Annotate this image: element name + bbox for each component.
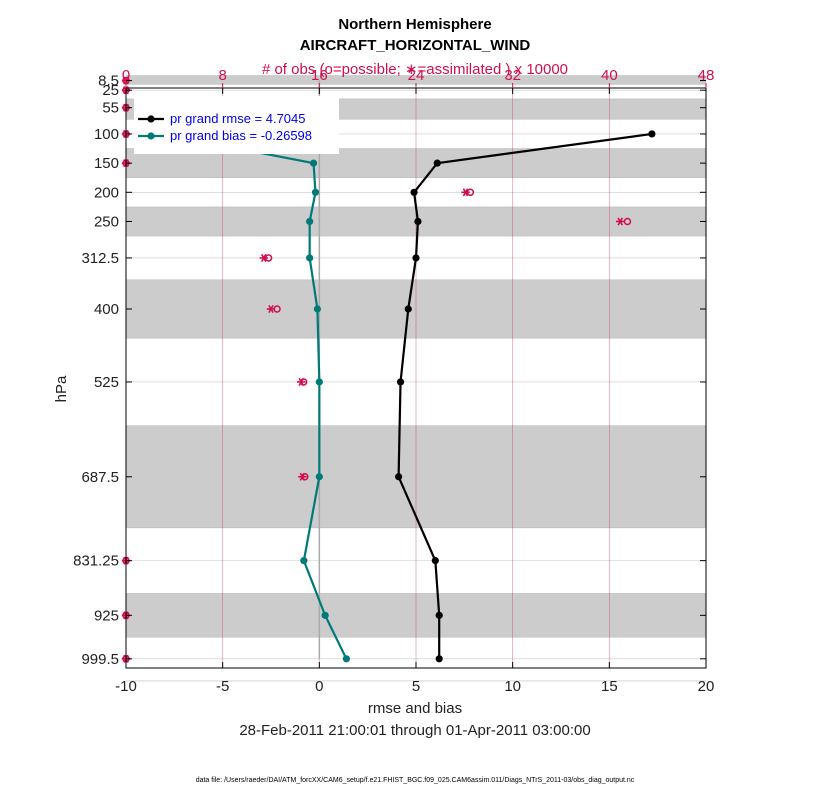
- series-0-point-6: [396, 378, 405, 386]
- series-1-point-1: [309, 159, 318, 167]
- shaded-band-0: [126, 75, 706, 85]
- top-tick-label-3: 24: [408, 67, 425, 84]
- y-tick-label-3: 100: [94, 126, 119, 143]
- y-tick-label-10: 687.5: [81, 469, 119, 486]
- axes: -10 -5 0 5 10 15 200 8 16 24 32 40 488.5255510015020…: [73, 67, 714, 695]
- y-tick-label-4: 150: [94, 155, 119, 172]
- obs-possible-7: [264, 254, 273, 262]
- series-0-point-7: [395, 473, 403, 481]
- top-tick-label-2: 16: [311, 67, 328, 84]
- top-tick-label-5: 40: [601, 67, 618, 84]
- x-tick-label-5: 15: [601, 678, 618, 695]
- series-0-point-2: [410, 188, 418, 196]
- legend: pr grand rmse = 4.7045 pr grand bias = -0…: [134, 96, 339, 154]
- legend-entry-0: pr grand rmse = 4.7045: [170, 111, 306, 126]
- top-axis-label: # of obs (o=possible; ∗=assimilated ) x …: [262, 61, 568, 78]
- legend-box: [134, 96, 339, 154]
- y-tick-label-2: 55: [102, 100, 119, 117]
- series-1-point-10: [342, 655, 350, 663]
- series-1-point-9: [321, 611, 329, 619]
- series-0-point-8: [431, 557, 439, 565]
- series-1-point-3: [306, 217, 314, 226]
- series-0-point-10: [435, 655, 443, 663]
- legend-entry-1: pr grand bias = -0.26598: [170, 128, 312, 143]
- y-tick-label-13: 999.5: [81, 651, 119, 668]
- obs-assimilated-7-stroke: [260, 253, 267, 262]
- series-1-point-6: [315, 378, 323, 386]
- series-1-point-2: [311, 188, 320, 196]
- date-range-label: 28-Feb-2011 21:00:01 through 01-Apr-2011…: [239, 722, 590, 739]
- series-0-point-3: [414, 217, 422, 226]
- chart-title-line2: AIRCRAFT_HORIZONTAL_WIND: [300, 37, 531, 54]
- obs-possible-5: [466, 188, 475, 197]
- x-axis-label: rmse and bias: [368, 700, 462, 717]
- chart-text: Northern Hemisphere AIRCRAFT_HORIZONTAL_…: [53, 16, 635, 784]
- obs-assimilated-8-stroke: [268, 304, 274, 314]
- legend-marker-1: [147, 132, 155, 140]
- top-tick-label-1: 8: [218, 67, 226, 84]
- y-tick-label-9: 525: [94, 374, 119, 391]
- y-axis-label: hPa: [53, 375, 70, 402]
- series-1-point-5: [313, 305, 321, 313]
- obs-assimilated-6: [616, 217, 625, 226]
- x-tick-label-4: 10: [504, 678, 521, 695]
- series-0-point-0: [648, 130, 656, 138]
- top-tick-label-4: 32: [504, 67, 521, 84]
- data-file-footer: data file: /Users/raeder/DAI/ATM_forcXX/…: [196, 777, 635, 784]
- y-tick-label-6: 250: [94, 213, 119, 230]
- x-tick-label-0: -10: [115, 678, 137, 695]
- obs-possible-10: [301, 473, 309, 481]
- obs-possible-9: [299, 378, 308, 386]
- y-tick-label-12: 925: [94, 607, 119, 624]
- obs-assimilated-5-stroke: [462, 188, 469, 197]
- series-1-point-8: [300, 557, 308, 565]
- x-tick-label-2: 0: [315, 678, 323, 695]
- series-0-point-4: [412, 254, 420, 262]
- y-tick-label-0: 8.5: [98, 73, 119, 90]
- x-tick-label-1: -5: [216, 678, 229, 695]
- obs-assimilated-5: [461, 188, 470, 197]
- y-tick-label-7: 312.5: [81, 250, 119, 267]
- grid-lines: [126, 75, 706, 682]
- obs-assimilated-6-stroke: [617, 217, 624, 226]
- obs-assimilated-7: [259, 253, 268, 262]
- legend-marker-0: [147, 115, 155, 123]
- y-tick-label-11: 831.25: [73, 553, 119, 570]
- chart-title-line1: Northern Hemisphere: [338, 16, 491, 33]
- y-tick-label-8: 400: [94, 301, 119, 318]
- y-tick-label-5: 200: [94, 184, 119, 201]
- data-series: [159, 130, 656, 663]
- x-tick-label-6: 20: [698, 678, 715, 695]
- series-1-point-4: [306, 254, 314, 262]
- series-0-point-5: [404, 305, 412, 313]
- x-tick-label-3: 5: [412, 678, 420, 695]
- top-tick-label-0: 0: [122, 67, 130, 84]
- top-tick-label-6: 48: [698, 67, 715, 84]
- obs-possible-6: [623, 217, 632, 226]
- series-0-point-1: [433, 159, 441, 167]
- y-tick-label-1: 25: [102, 82, 119, 99]
- obs-possible-8: [273, 305, 281, 313]
- series-1-point-7: [315, 473, 323, 481]
- series-0-point-9: [435, 611, 443, 619]
